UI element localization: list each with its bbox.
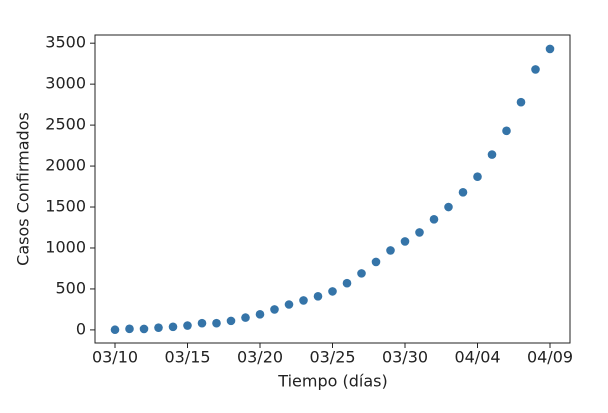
point [197,318,207,328]
y-tick-label: 0 [76,319,86,338]
point [212,318,221,328]
point [168,322,178,332]
point [415,228,424,237]
point [284,300,294,309]
point [255,310,265,319]
y-tick-label: 2000 [45,156,86,175]
x-tick-label: 04/09 [527,348,573,367]
y-tick-label: 3500 [45,33,86,52]
point [458,187,468,197]
point [328,287,337,296]
point [139,324,149,334]
point [386,246,395,255]
point [241,313,250,322]
point [400,237,410,246]
x-axis-label: Tiempo (días) [277,372,387,391]
point [125,324,134,334]
y-tick-label: 2500 [45,115,86,134]
x-tick-label: 03/25 [309,348,355,367]
y-tick-label: 1500 [45,197,86,216]
point [545,44,555,54]
y-axis-label: Casos Confirmados [14,112,33,266]
point [270,305,279,314]
point [371,257,381,267]
point [444,202,453,212]
point [226,316,236,326]
plot-frame [94,34,571,344]
x-tick-label: 04/04 [454,348,500,367]
y-tick-label: 500 [55,278,86,297]
point [487,150,497,159]
point [357,269,366,278]
point [154,323,163,332]
y-tick-label: 3000 [45,74,86,93]
point [531,65,540,74]
point [502,126,511,136]
x-tick-label: 03/20 [237,348,283,367]
point [313,292,323,301]
point [516,97,526,107]
y-tick-label: 1000 [45,237,86,256]
point [183,321,192,330]
x-tick-label: 03/30 [382,348,428,367]
point [299,296,308,305]
x-tick-label: 03/10 [92,348,138,367]
point [429,215,439,224]
point [473,172,482,182]
point [342,278,352,288]
point [110,325,120,335]
x-tick-label: 03/15 [164,348,210,367]
